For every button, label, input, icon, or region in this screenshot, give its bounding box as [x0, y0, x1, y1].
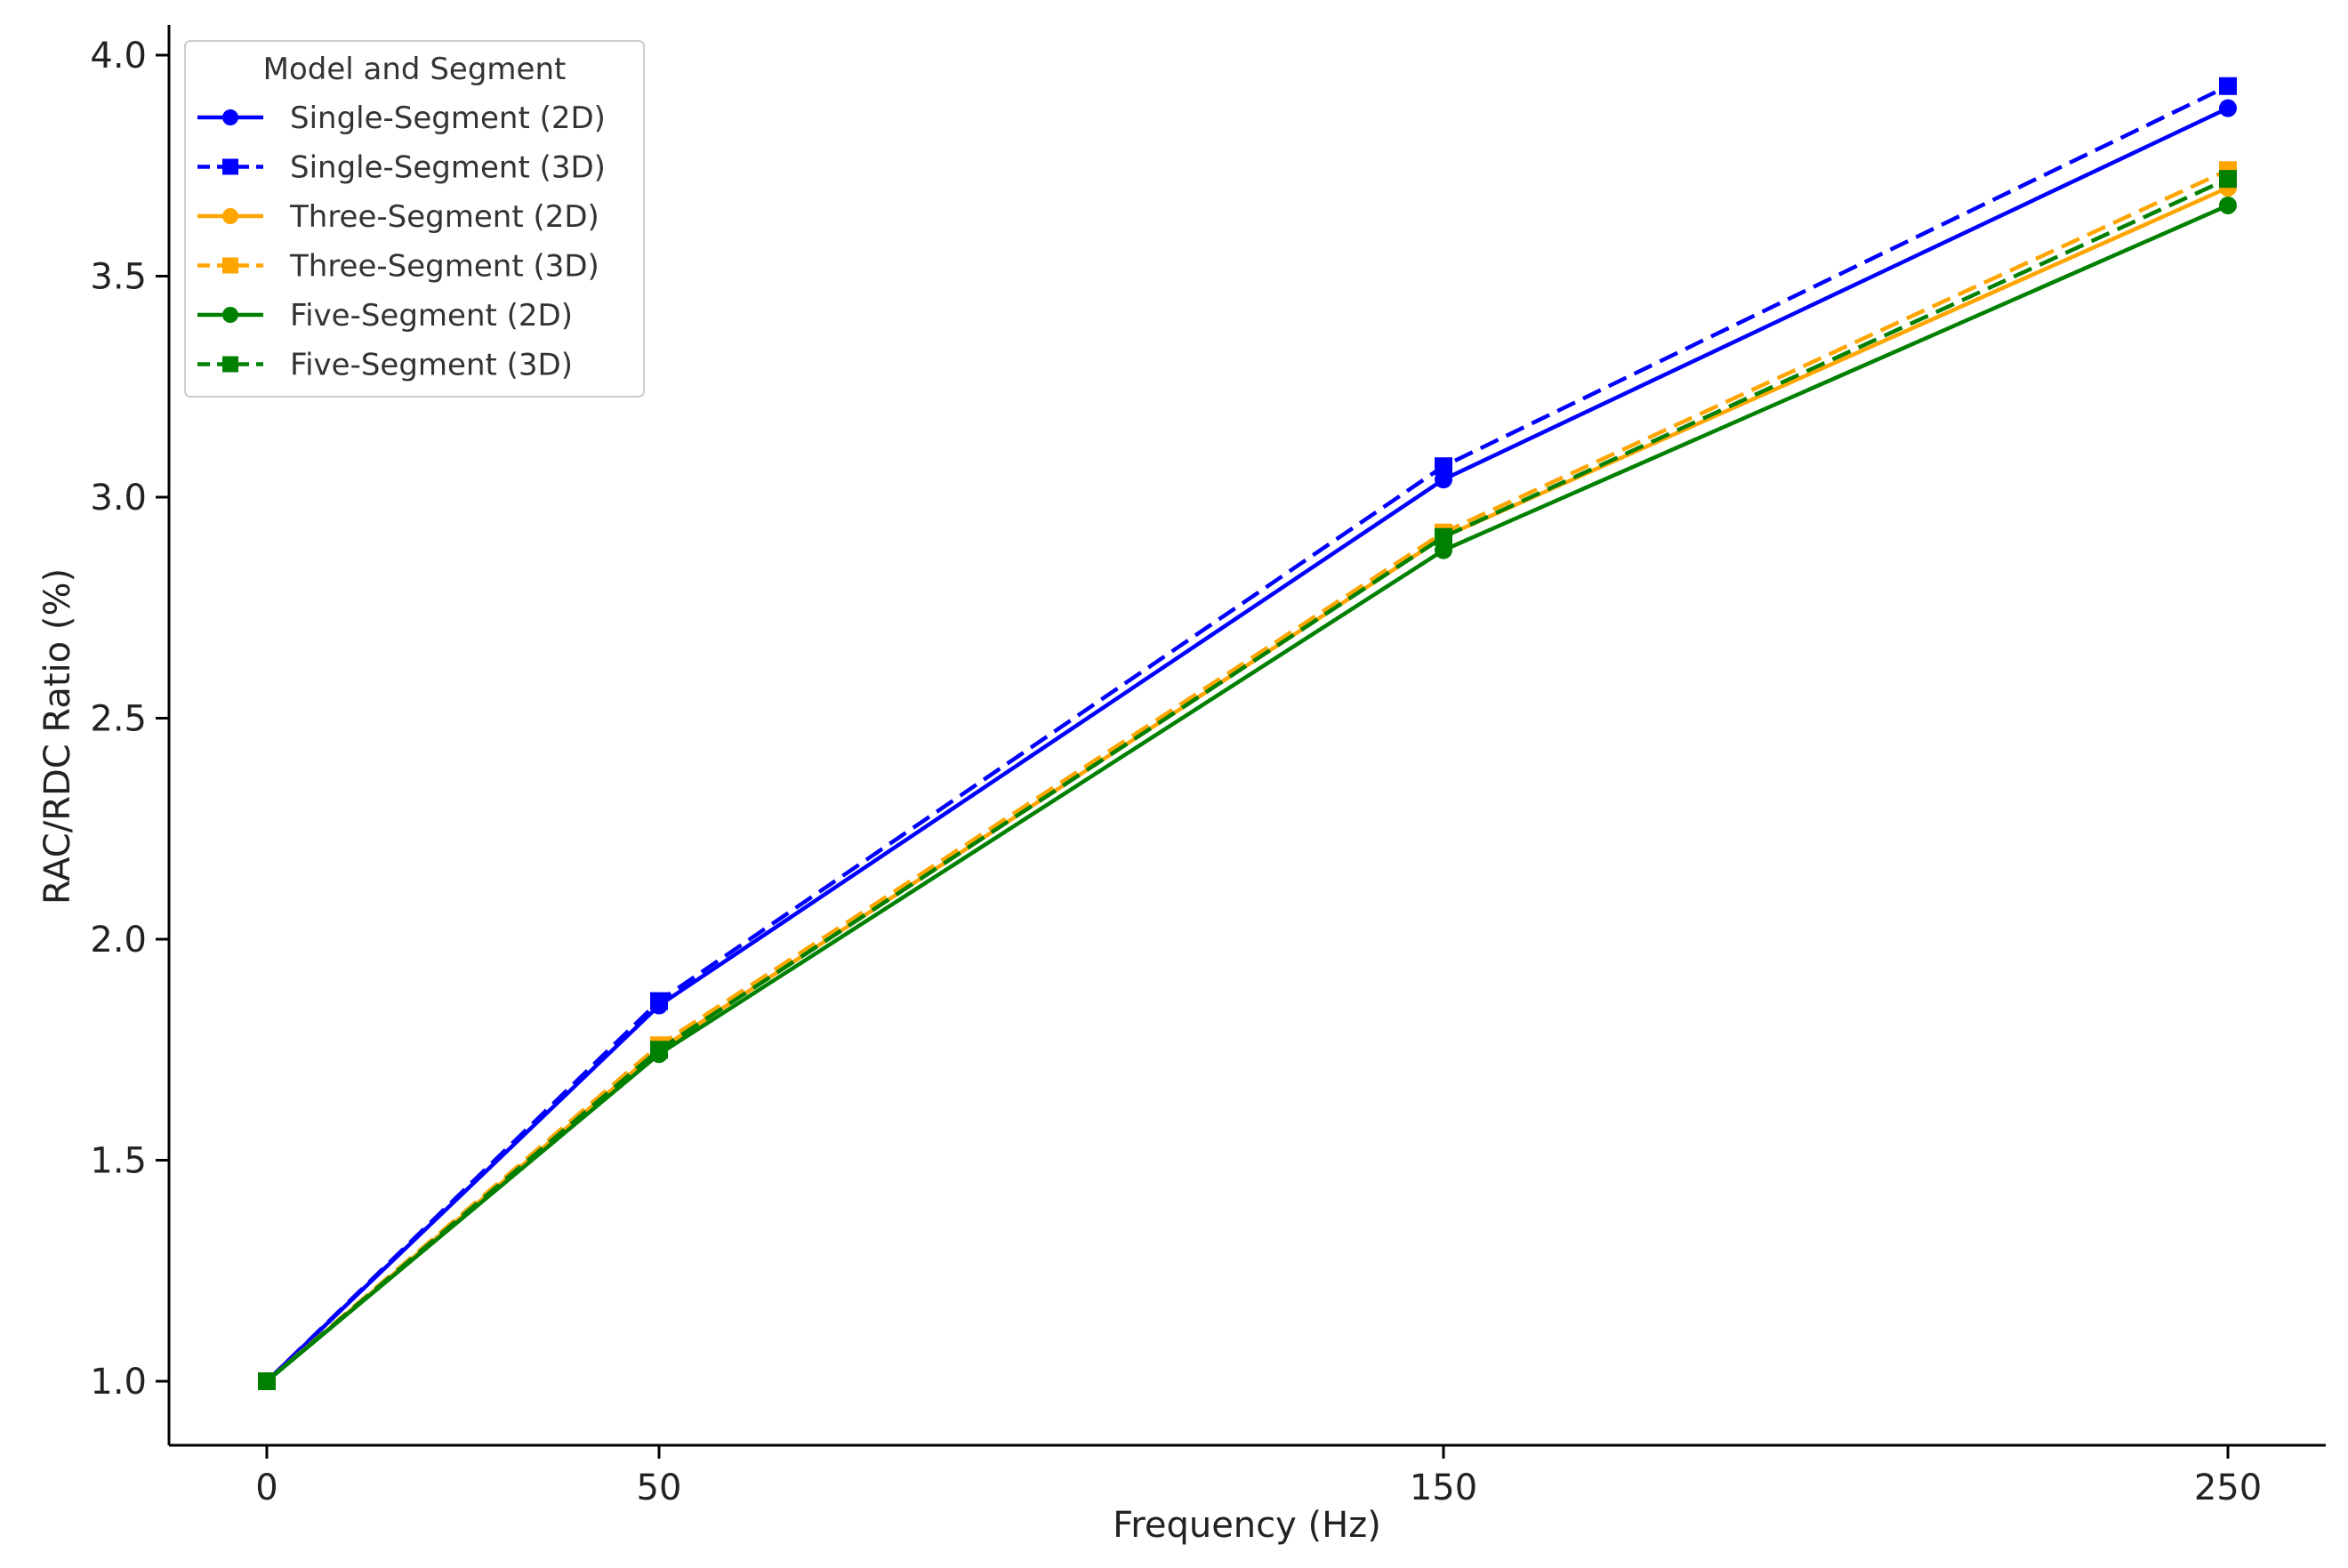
series-five-segment-3d: [258, 170, 2237, 1390]
data-point: [1435, 527, 1452, 546]
x-tick-label: 0: [255, 1467, 277, 1508]
data-point: [650, 1041, 668, 1059]
y-tick-label: 3.5: [90, 257, 147, 298]
x-tick-label: 150: [1410, 1467, 1477, 1508]
legend-entry: Single-Segment (2D): [197, 101, 606, 136]
data-point: [650, 992, 668, 1010]
data-point: [2219, 196, 2237, 214]
legend-box: [184, 40, 645, 398]
legend-title: Model and Segment: [263, 52, 567, 87]
plot-lines: [258, 76, 2237, 1390]
legend-entry: Three-Segment (3D): [197, 249, 599, 285]
y-ticks: 1.0 1.5 2.0 2.5 3.0 3.5 4.0: [90, 36, 169, 1403]
legend-label: Single-Segment (3D): [290, 150, 606, 186]
series-line: [265, 203, 2229, 1383]
legend-label: Three-Segment (2D): [289, 199, 599, 235]
legend: Model and Segment Single-Segment (2D)Sin…: [184, 40, 645, 398]
legend-label: Five-Segment (2D): [290, 298, 573, 334]
legend-entry: Single-Segment (3D): [197, 150, 606, 186]
series-single-segment-3d: [258, 76, 2237, 1390]
legend-marker: [222, 109, 238, 125]
legend-marker: [222, 356, 238, 373]
legend-marker: [222, 208, 238, 224]
legend-entry: Five-Segment (3D): [197, 348, 573, 383]
series-line: [265, 84, 2229, 1383]
data-point: [2219, 99, 2237, 117]
data-point: [1435, 457, 1452, 476]
data-point: [2219, 170, 2237, 189]
x-tick-label: 250: [2194, 1467, 2262, 1508]
legend-label: Single-Segment (2D): [290, 101, 606, 136]
legend-entry: Five-Segment (2D): [197, 298, 573, 334]
y-tick-label: 2.5: [90, 699, 147, 740]
y-tick-label: 1.0: [90, 1362, 147, 1403]
legend-label: Five-Segment (3D): [290, 348, 573, 383]
legend-marker: [222, 257, 238, 274]
legend-entries: Single-Segment (2D) Single-Segment (3D) Th…: [197, 101, 606, 383]
series-line: [265, 177, 2229, 1383]
data-point: [258, 1372, 276, 1390]
legend-entry: Three-Segment (2D): [197, 199, 599, 235]
y-axis-label: RAC/RDC Ratio (%): [37, 568, 78, 905]
y-tick-label: 2.0: [90, 920, 147, 961]
data-point: [2219, 76, 2237, 95]
x-axis-label: Frequency (Hz): [1113, 1505, 1381, 1546]
y-tick-label: 3.0: [90, 478, 147, 519]
x-ticks: 0 50 150 250: [255, 1445, 2262, 1508]
y-tick-label: 4.0: [90, 36, 147, 76]
legend-label: Three-Segment (3D): [289, 249, 599, 285]
legend-marker: [222, 158, 238, 175]
legend-marker: [222, 307, 238, 323]
x-tick-label: 50: [637, 1467, 682, 1508]
axes: [167, 25, 2326, 1447]
y-tick-label: 1.5: [90, 1141, 147, 1182]
